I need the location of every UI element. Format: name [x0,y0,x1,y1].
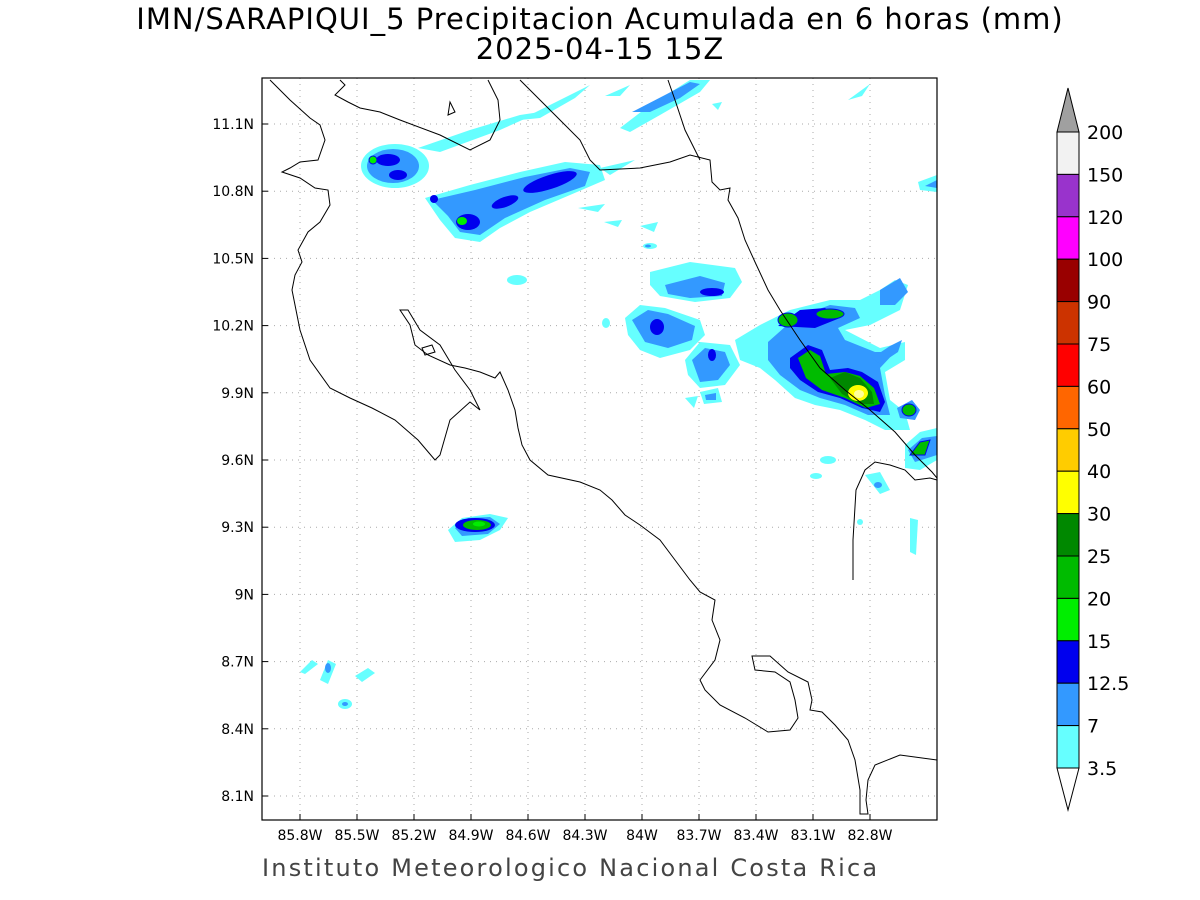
legend-label: 200 [1087,122,1123,144]
rain-cell [448,514,508,542]
map-datetime: 2025-04-15 15Z [475,32,725,66]
legend-swatch [1056,470,1080,515]
legend-swatch [1056,428,1080,472]
lat-tick-label: 10.2N [212,319,254,335]
lon-tick-label: 83.1W [790,828,835,844]
rain-cells-southwest [300,660,375,709]
legend-label: 75 [1087,334,1111,356]
legend-bottom-arrow [1056,767,1080,812]
legend-swatch [1056,173,1080,218]
lon-tick-label: 84.3W [562,828,607,844]
rain-streaks [520,80,937,192]
legend-swatch [1056,343,1080,387]
lon-tick-label: 83.4W [733,828,778,844]
lon-tick-label: 83.7W [676,828,721,844]
legend-swatch [1056,682,1080,727]
legend-label: 120 [1087,207,1123,229]
credit-text: Instituto Meteorologico Nacional Costa R… [262,854,880,882]
legend-label: 20 [1087,588,1111,610]
lat-tick-label: 9.6N [221,453,254,469]
legend-label: 3.5 [1087,758,1117,780]
lon-tick-label: 82.8W [847,828,892,844]
lon-tick-label: 85.5W [334,828,379,844]
legend-swatch [1056,301,1080,345]
lat-tick-label: 10.8N [212,184,254,200]
map-title: IMN/SARAPIQUI_5 Precipitacion Acumulada … [136,2,1064,36]
legend-swatch [1056,513,1080,557]
precipitation-legend: 200 150 120 100 90 75 60 50 40 30 25 20 15 12.5 7 3.5 [1056,87,1129,812]
map-axes: 85.8W 85.5W 85.2W 84.9W 84.6W 84.3W 84W 83.7W 83… [212,117,892,844]
rain-cell [645,244,651,248]
legend-swatch [1056,555,1080,599]
legend-label: 150 [1087,164,1123,186]
lat-tick-label: 8.1N [221,789,254,805]
lat-tick-label: 9.3N [221,520,254,536]
rain-cluster-main [735,278,937,555]
legend-label: 100 [1087,249,1123,271]
legend-swatch [1056,385,1080,430]
legend-label: 60 [1087,376,1111,398]
legend-swatch [1056,597,1080,642]
legend-swatch [1056,216,1080,260]
lat-tick-label: 8.7N [221,655,254,671]
map-frame [261,77,938,821]
legend-swatch [1056,725,1080,769]
rain-cluster [625,305,740,408]
lon-tick-label: 84.9W [448,828,493,844]
legend-label: 40 [1087,461,1111,483]
legend-label: 25 [1087,546,1111,568]
lon-tick-label: 84.6W [505,828,550,844]
legend-label: 15 [1087,631,1111,653]
legend-label: 30 [1087,504,1111,526]
legend-swatch [1056,258,1080,303]
lat-tick-label: 10.5N [212,251,254,267]
legend-label: 50 [1087,419,1111,441]
lat-tick-label: 9.9N [221,386,254,402]
legend-swatch [1056,640,1080,684]
legend-swatch [1056,131,1080,175]
coastlines [269,79,937,815]
legend-top-arrow [1056,87,1080,133]
rain-cell [650,262,742,302]
legend-label: 12.5 [1087,673,1129,695]
lon-tick-label: 84W [626,828,658,844]
rain-cell [507,275,527,285]
legend-label: 7 [1087,716,1099,738]
lat-tick-label: 11.1N [212,117,254,133]
map-gridlines [262,78,937,820]
lat-tick-label: 8.4N [221,722,254,738]
legend-label: 90 [1087,292,1111,314]
lon-tick-label: 85.8W [277,828,322,844]
rain-cell [361,112,540,188]
precipitation-layer [300,80,937,709]
rain-band [425,160,658,242]
lat-tick-label: 9N [235,587,254,603]
lon-tick-label: 85.2W [391,828,436,844]
rain-cell [602,318,610,328]
